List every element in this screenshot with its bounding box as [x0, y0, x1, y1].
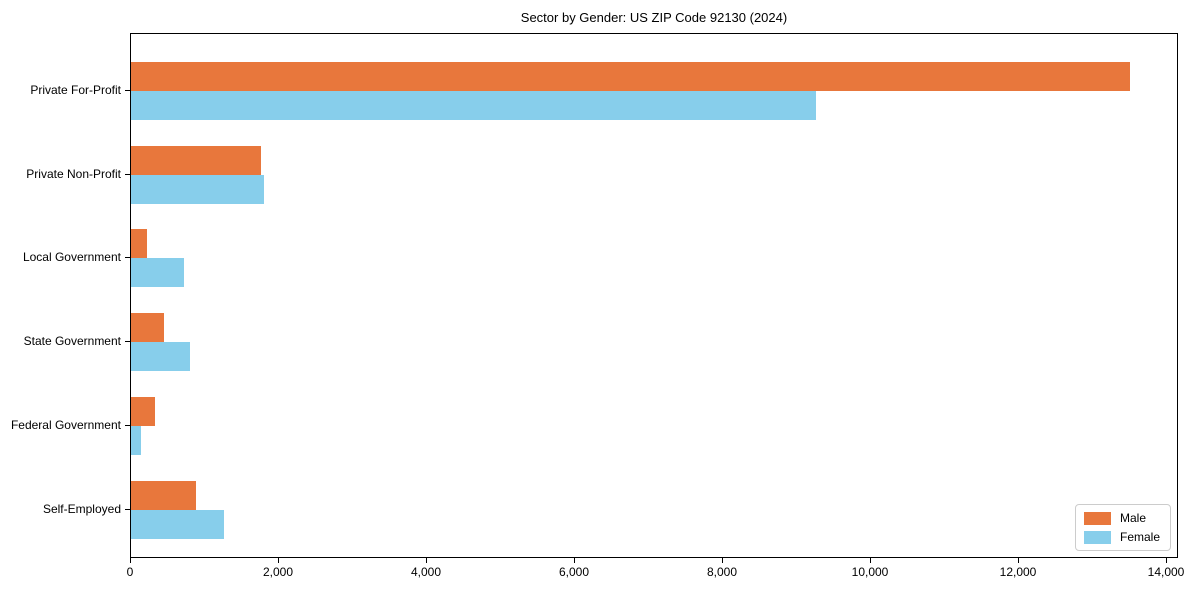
legend-item-male: Male: [1083, 511, 1160, 525]
y-tick-3: [125, 341, 130, 343]
x-tick-2: [426, 558, 427, 563]
y-tick-2: [125, 257, 130, 259]
y-tick-1: [125, 173, 130, 175]
x-tick-3: [574, 558, 575, 563]
male-swatch-icon: [1083, 511, 1111, 525]
x-tick-1: [278, 558, 279, 563]
x-tick-7: [1166, 558, 1167, 563]
y-label-3: State Government: [23, 334, 121, 349]
bar-female-1: [131, 174, 265, 204]
x-label-6: 12,000: [999, 565, 1037, 579]
x-label-3: 6,000: [558, 565, 590, 579]
legend-item-female: Female: [1083, 530, 1160, 544]
legend: Male Female: [1074, 504, 1171, 551]
y-label-0: Private For-Profit: [30, 83, 121, 97]
bar-male-1: [131, 145, 261, 175]
x-label-4: 8,000: [706, 565, 738, 579]
x-tick-6: [1018, 558, 1019, 563]
y-tick-5: [125, 508, 130, 510]
x-label-7: 14,000: [1147, 565, 1185, 579]
y-label-2: Local Government: [22, 250, 121, 265]
bar-female-5: [131, 509, 224, 539]
bar-female-0: [131, 91, 816, 120]
y-label-1: Private Non-Profit: [26, 166, 121, 181]
bar-male-0: [131, 62, 1130, 91]
y-label-4: Federal Government: [10, 417, 121, 432]
legend-label-male: Male: [1119, 511, 1146, 525]
chart-title: Sector by Gender: US ZIP Code 92130 (202…: [520, 10, 788, 25]
bar-female-2: [131, 258, 185, 288]
bar-male-5: [131, 480, 196, 510]
x-tick-4: [722, 558, 723, 563]
y-tick-4: [125, 424, 130, 426]
x-label-5: 10,000: [851, 565, 889, 579]
y-tick-0: [125, 90, 130, 91]
bar-male-4: [131, 396, 156, 426]
x-tick-5: [870, 558, 871, 563]
bar-female-4: [131, 425, 141, 455]
plot-area: Male Female: [130, 33, 1178, 558]
bar-male-3: [131, 313, 165, 343]
y-label-5: Self-Employed: [42, 501, 121, 516]
x-label-1: 2,000: [262, 565, 294, 579]
x-label-0: 0: [126, 565, 134, 579]
x-label-2: 4,000: [410, 565, 442, 579]
bar-female-3: [131, 342, 191, 372]
bar-male-2: [131, 229, 148, 259]
x-tick-0: [130, 558, 131, 563]
female-swatch-icon: [1083, 530, 1111, 544]
legend-label-female: Female: [1119, 530, 1160, 544]
